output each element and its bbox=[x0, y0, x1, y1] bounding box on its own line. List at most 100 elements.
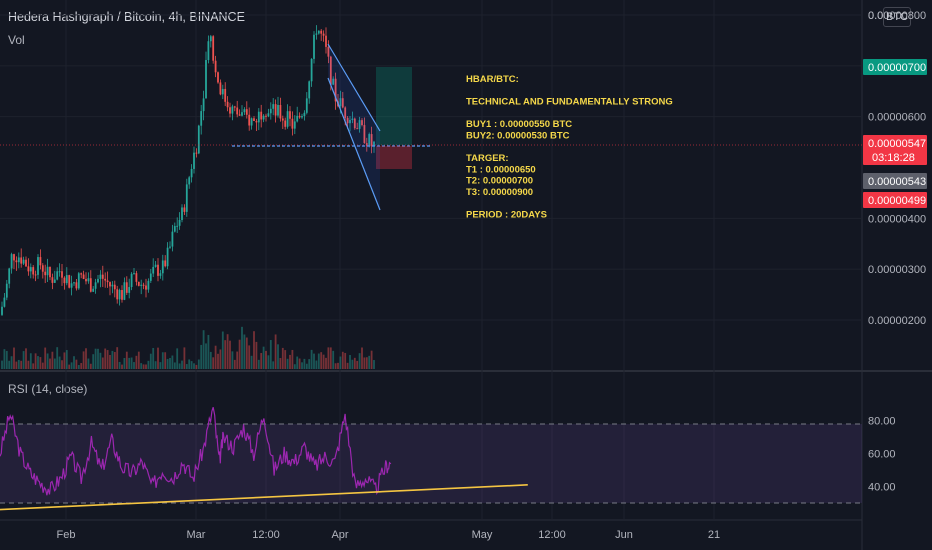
candle-body bbox=[140, 284, 143, 286]
candle-body bbox=[106, 280, 109, 283]
volume-bar bbox=[221, 331, 224, 369]
annotation-line: BUY1 : 0.00000550 BTC bbox=[466, 119, 572, 130]
candle-body bbox=[159, 273, 162, 276]
candle-body bbox=[284, 120, 287, 127]
annotation-line: T2: 0.00000700 bbox=[466, 176, 533, 187]
channel-upper-line[interactable] bbox=[327, 43, 381, 132]
volume-bar bbox=[368, 355, 371, 369]
candle-body bbox=[22, 259, 25, 264]
volume-bar bbox=[245, 337, 248, 369]
time-axis-label: Apr bbox=[331, 529, 348, 541]
volume-bar bbox=[248, 345, 251, 369]
candle-body bbox=[267, 113, 270, 117]
position-profit-zone[interactable] bbox=[376, 67, 412, 145]
volume-bar bbox=[310, 349, 313, 369]
volume-bar bbox=[303, 358, 306, 369]
price-axis-label: 0.00000400 bbox=[868, 213, 926, 225]
candle-body bbox=[44, 271, 47, 276]
volume-bar bbox=[157, 347, 159, 369]
rsi-axis-label: 60.00 bbox=[868, 449, 896, 461]
volume-bar bbox=[185, 364, 188, 369]
rsi-trendline[interactable] bbox=[0, 484, 528, 511]
volume-bar bbox=[13, 347, 15, 369]
candle-body bbox=[339, 98, 342, 107]
candle-body bbox=[104, 278, 107, 281]
volume-bar bbox=[255, 341, 258, 369]
candle-body bbox=[147, 280, 150, 290]
candle-body bbox=[46, 266, 49, 276]
volume-bar bbox=[277, 344, 279, 369]
candle-body bbox=[65, 275, 68, 284]
candle-body bbox=[346, 117, 349, 124]
channel-lower-line[interactable] bbox=[327, 77, 381, 211]
volume-bar bbox=[85, 348, 87, 369]
rsi-axis-label: 80.00 bbox=[868, 416, 896, 428]
volume-bar bbox=[89, 363, 92, 369]
time-axis-label: 12:00 bbox=[538, 529, 566, 541]
volume-bar bbox=[173, 362, 176, 369]
position-loss-zone[interactable] bbox=[376, 146, 412, 169]
volume-bar bbox=[253, 331, 255, 369]
volume-bar bbox=[80, 363, 83, 369]
volume-bar bbox=[289, 354, 291, 369]
candle-body bbox=[58, 271, 61, 273]
candle-body bbox=[142, 284, 145, 286]
volume-bar bbox=[109, 355, 111, 369]
candle-body bbox=[176, 225, 179, 227]
time-axis-label: Feb bbox=[57, 529, 76, 541]
volume-bar bbox=[44, 347, 47, 369]
candle-body bbox=[341, 98, 344, 108]
candle-body bbox=[351, 118, 354, 120]
time-axis: Feb Mar 12:00 Apr May 12:00 Jun 21 bbox=[57, 529, 721, 541]
volume-bar bbox=[27, 360, 30, 369]
volume-bar bbox=[226, 334, 229, 369]
candle-body bbox=[157, 264, 159, 276]
volume-bar bbox=[123, 357, 126, 369]
volume-bar bbox=[125, 351, 128, 369]
candle-body bbox=[272, 104, 275, 109]
volume-bar bbox=[339, 356, 342, 369]
candle-body bbox=[8, 268, 11, 284]
volume-bar bbox=[147, 360, 150, 369]
volume-bar bbox=[130, 357, 133, 369]
currency-chip[interactable]: BTC bbox=[883, 7, 911, 27]
candle-body bbox=[137, 281, 140, 286]
candle-body bbox=[202, 98, 205, 112]
rsi-line bbox=[0, 407, 392, 496]
candle-body bbox=[149, 273, 152, 281]
volume-bar bbox=[209, 351, 212, 369]
candle-body bbox=[305, 98, 308, 113]
volume-bar bbox=[164, 352, 167, 369]
candle-body bbox=[5, 283, 8, 298]
volume-bar bbox=[190, 361, 193, 369]
volume-bar bbox=[279, 358, 282, 369]
volume-bar bbox=[363, 357, 366, 369]
volume-bar bbox=[298, 358, 301, 369]
price-axis-label: 0.00000600 bbox=[868, 112, 926, 124]
candle-body bbox=[303, 112, 306, 117]
volume-bar bbox=[346, 362, 349, 369]
volume-bar bbox=[159, 362, 162, 369]
volume-bar bbox=[317, 353, 320, 369]
price-tag-label: 0.00000547 bbox=[868, 138, 926, 150]
volume-bar bbox=[344, 352, 347, 369]
volume-bar bbox=[291, 349, 294, 369]
candle-body bbox=[34, 274, 37, 276]
candle-body bbox=[260, 111, 263, 120]
volume-bar bbox=[137, 351, 140, 369]
price-axis-label: 0.00000300 bbox=[868, 264, 926, 276]
volume-bar bbox=[111, 350, 114, 369]
volume-bar bbox=[77, 364, 80, 369]
volume-bar bbox=[8, 360, 11, 369]
volume-bar bbox=[181, 360, 183, 369]
volume-bar bbox=[15, 361, 18, 369]
candle-body bbox=[178, 219, 181, 226]
volume-bar bbox=[3, 349, 6, 369]
price-tag-label: 0.00000543 bbox=[868, 176, 926, 188]
candle-body bbox=[135, 273, 138, 282]
volume-bar bbox=[200, 344, 203, 369]
volume-bar bbox=[49, 358, 51, 369]
volume-bar bbox=[171, 355, 174, 369]
candle-body bbox=[368, 134, 371, 146]
